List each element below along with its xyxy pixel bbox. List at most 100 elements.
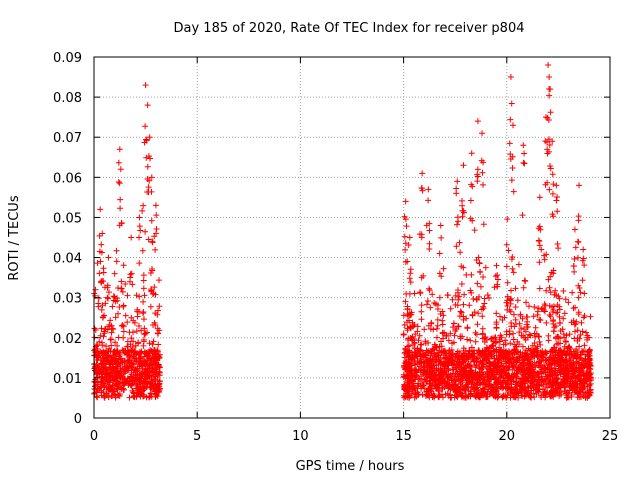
data-point bbox=[425, 322, 432, 329]
data-point bbox=[130, 338, 137, 345]
data-point bbox=[408, 362, 415, 369]
data-point bbox=[536, 194, 543, 201]
data-point bbox=[104, 282, 111, 289]
data-point bbox=[521, 393, 528, 400]
data-point bbox=[453, 185, 460, 192]
data-point bbox=[460, 345, 467, 352]
data-point bbox=[142, 379, 149, 386]
data-point bbox=[513, 392, 520, 399]
data-point bbox=[430, 326, 437, 333]
data-point bbox=[433, 378, 440, 385]
data-point bbox=[499, 380, 506, 387]
data-point bbox=[120, 328, 127, 335]
data-point bbox=[462, 374, 469, 381]
data-point bbox=[140, 336, 147, 343]
data-point bbox=[143, 137, 150, 144]
data-point bbox=[447, 305, 454, 312]
data-point bbox=[418, 302, 425, 309]
data-point bbox=[472, 329, 479, 336]
data-point bbox=[420, 272, 427, 279]
data-point bbox=[154, 311, 161, 318]
data-point bbox=[520, 379, 527, 386]
data-point bbox=[518, 363, 525, 370]
data-point bbox=[543, 287, 550, 294]
data-point bbox=[479, 330, 486, 337]
data-point bbox=[478, 359, 485, 366]
data-point bbox=[112, 339, 119, 346]
data-point bbox=[138, 353, 145, 360]
data-point bbox=[129, 387, 136, 394]
data-point bbox=[145, 236, 152, 243]
data-point bbox=[117, 196, 124, 203]
data-point bbox=[437, 310, 444, 317]
data-point bbox=[149, 341, 156, 348]
data-point bbox=[479, 169, 486, 176]
data-point bbox=[100, 355, 107, 362]
data-point bbox=[452, 354, 459, 361]
data-point bbox=[512, 320, 519, 327]
data-point bbox=[551, 371, 558, 378]
data-point bbox=[133, 382, 140, 389]
data-point bbox=[494, 276, 501, 283]
data-point bbox=[156, 372, 163, 379]
data-point bbox=[400, 331, 407, 338]
data-point bbox=[155, 341, 162, 348]
data-point bbox=[545, 116, 552, 123]
data-point bbox=[439, 385, 446, 392]
data-point bbox=[535, 333, 542, 340]
data-point bbox=[424, 386, 431, 393]
data-point bbox=[427, 355, 434, 362]
data-point bbox=[153, 390, 160, 397]
data-point bbox=[484, 371, 491, 378]
data-point bbox=[537, 392, 544, 399]
data-point bbox=[551, 365, 558, 372]
data-point bbox=[526, 303, 533, 310]
data-point bbox=[459, 207, 466, 214]
data-point bbox=[120, 262, 127, 269]
data-point bbox=[480, 181, 487, 188]
data-point bbox=[547, 86, 554, 93]
data-point bbox=[529, 349, 536, 356]
data-point bbox=[425, 366, 432, 373]
data-point bbox=[572, 304, 579, 311]
data-point bbox=[493, 319, 500, 326]
data-point bbox=[112, 349, 119, 356]
data-point bbox=[472, 338, 479, 345]
data-point bbox=[545, 136, 552, 143]
data-point bbox=[536, 338, 543, 345]
data-point bbox=[544, 179, 551, 186]
data-point bbox=[125, 357, 132, 364]
data-point bbox=[138, 327, 145, 334]
data-point bbox=[435, 358, 442, 365]
data-point bbox=[473, 257, 480, 264]
data-point bbox=[95, 303, 102, 310]
data-point bbox=[529, 342, 536, 349]
data-point bbox=[581, 383, 588, 390]
data-point bbox=[140, 202, 147, 209]
data-point bbox=[155, 362, 162, 369]
data-point bbox=[401, 233, 408, 240]
data-point bbox=[149, 290, 156, 297]
data-point bbox=[400, 371, 407, 378]
data-point bbox=[96, 270, 103, 277]
data-point bbox=[451, 332, 458, 339]
data-point bbox=[111, 270, 118, 277]
data-point bbox=[498, 362, 505, 369]
data-point bbox=[127, 373, 134, 380]
data-point bbox=[486, 366, 493, 373]
data-point bbox=[491, 284, 498, 291]
data-point bbox=[586, 381, 593, 388]
data-point bbox=[425, 197, 432, 204]
data-point bbox=[401, 321, 408, 328]
data-point bbox=[431, 375, 438, 382]
data-point bbox=[426, 390, 433, 397]
data-point bbox=[439, 329, 446, 336]
data-point bbox=[101, 328, 108, 335]
data-point bbox=[470, 384, 477, 391]
data-point bbox=[583, 329, 590, 336]
data-point bbox=[461, 351, 468, 358]
data-point bbox=[404, 305, 411, 312]
data-point bbox=[549, 346, 556, 353]
data-point bbox=[509, 153, 516, 160]
